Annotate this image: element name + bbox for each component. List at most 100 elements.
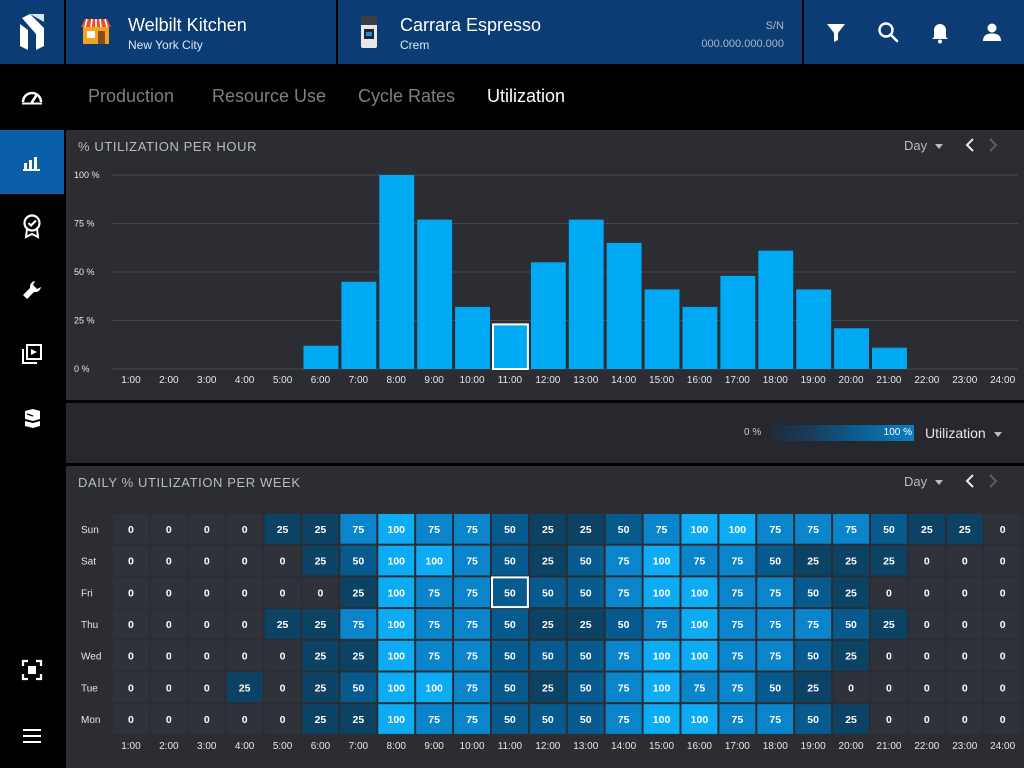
bar-1800[interactable] <box>758 250 794 369</box>
heat-cell[interactable] <box>454 672 490 703</box>
bar-1500[interactable] <box>644 289 680 369</box>
heat-cell[interactable] <box>908 609 945 639</box>
bar-1700[interactable] <box>720 275 756 369</box>
app-logo-button[interactable] <box>0 0 64 64</box>
heat-cell[interactable] <box>984 640 1021 671</box>
heat-cell[interactable] <box>454 640 490 671</box>
heat-cell[interactable] <box>757 609 794 639</box>
heat-cell[interactable] <box>188 545 225 576</box>
heat-cell[interactable] <box>454 577 490 608</box>
heat-cell[interactable] <box>946 672 983 703</box>
heat-cell[interactable] <box>681 545 718 576</box>
bar-700[interactable] <box>341 281 377 369</box>
heat-cell[interactable] <box>340 609 377 639</box>
heat-cell[interactable] <box>984 704 1021 734</box>
heat-cell[interactable] <box>643 577 680 608</box>
heat-cell[interactable] <box>150 577 187 608</box>
heat-cell[interactable] <box>416 704 453 734</box>
heat-cell[interactable] <box>302 545 339 576</box>
heat-cell[interactable] <box>605 545 642 576</box>
next-arrow-icon[interactable] <box>986 137 1000 153</box>
heat-cell[interactable] <box>113 514 149 544</box>
sidebar-item-menu[interactable] <box>0 704 64 768</box>
heat-cell[interactable] <box>529 514 566 544</box>
heat-cell[interactable] <box>643 704 680 734</box>
previous-arrow-icon[interactable] <box>963 473 977 489</box>
heat-cell[interactable] <box>643 609 680 639</box>
heat-cell[interactable] <box>795 609 832 639</box>
heat-cell[interactable] <box>795 545 832 576</box>
heat-cell[interactable] <box>605 577 642 608</box>
heat-cell[interactable] <box>833 514 869 544</box>
heat-cell[interactable] <box>188 672 225 703</box>
heat-cell[interactable] <box>302 577 339 608</box>
heat-cell[interactable] <box>908 704 945 734</box>
heat-cell[interactable] <box>605 640 642 671</box>
heat-cell[interactable] <box>871 672 907 703</box>
heat-cell[interactable] <box>416 640 453 671</box>
heat-cell[interactable] <box>188 577 225 608</box>
heat-cell[interactable] <box>378 640 415 671</box>
heat-cell[interactable] <box>757 545 794 576</box>
heat-cell[interactable] <box>757 704 794 734</box>
heat-cell[interactable] <box>378 609 415 639</box>
bar-1100[interactable] <box>492 323 529 371</box>
heat-cell[interactable] <box>605 514 642 544</box>
heat-cell[interactable] <box>113 640 149 671</box>
heat-cell[interactable] <box>492 514 528 544</box>
bar-900[interactable] <box>417 219 453 369</box>
heat-cell[interactable] <box>946 514 983 544</box>
heat-cell[interactable] <box>719 704 756 734</box>
heat-cell[interactable] <box>226 640 263 671</box>
tab-cycle-rates[interactable]: Cycle Rates <box>358 86 456 106</box>
heat-cell[interactable] <box>226 577 263 608</box>
heat-cell[interactable] <box>150 672 187 703</box>
heat-cell[interactable] <box>188 514 225 544</box>
heat-cell[interactable] <box>113 577 149 608</box>
heat-cell[interactable] <box>340 640 377 671</box>
sidebar-item-scan[interactable] <box>0 638 64 702</box>
heat-cell[interactable] <box>643 514 680 544</box>
heat-cell[interactable] <box>871 545 907 576</box>
user-icon[interactable] <box>978 18 1006 46</box>
heat-cell[interactable] <box>757 672 794 703</box>
heat-cell[interactable] <box>302 672 339 703</box>
heat-cell[interactable] <box>946 577 983 608</box>
heat-cell[interactable] <box>150 704 187 734</box>
heat-cell[interactable] <box>946 704 983 734</box>
heat-cell[interactable] <box>264 514 301 544</box>
heat-cell[interactable] <box>681 514 718 544</box>
heat-cell[interactable] <box>340 577 377 608</box>
tab-utilization[interactable]: Utilization <box>487 86 566 106</box>
heat-cell[interactable] <box>871 640 907 671</box>
heat-cell[interactable] <box>908 672 945 703</box>
device-selector[interactable]: Carrara Espresso Crem S/N 000.000.000.00… <box>338 0 802 64</box>
heat-cell[interactable] <box>908 577 945 608</box>
heat-cell[interactable] <box>681 704 718 734</box>
heat-cell[interactable] <box>567 545 604 576</box>
hourly-period-dropdown[interactable]: Day <box>904 138 944 153</box>
heat-cell[interactable] <box>416 577 453 608</box>
heat-cell[interactable] <box>871 704 907 734</box>
heat-cell[interactable] <box>833 672 869 703</box>
bar-1600[interactable] <box>682 306 718 369</box>
heat-cell[interactable] <box>416 672 453 703</box>
heat-cell[interactable] <box>719 577 756 608</box>
heat-cell[interactable] <box>681 640 718 671</box>
heat-cell[interactable] <box>946 609 983 639</box>
heat-cell[interactable] <box>340 514 377 544</box>
heat-cell[interactable] <box>681 672 718 703</box>
heat-cell[interactable] <box>984 672 1021 703</box>
heat-cell[interactable] <box>643 672 680 703</box>
heat-cell[interactable] <box>226 672 263 703</box>
heat-cell[interactable] <box>492 704 528 734</box>
heat-cell[interactable] <box>719 672 756 703</box>
heat-cell[interactable] <box>871 609 907 639</box>
previous-arrow-icon[interactable] <box>963 137 977 153</box>
heat-cell[interactable] <box>226 704 263 734</box>
heat-cell[interactable] <box>529 545 566 576</box>
tab-production[interactable]: Production <box>88 86 175 106</box>
heat-cell[interactable] <box>188 609 225 639</box>
heat-cell[interactable] <box>264 609 301 639</box>
heat-cell[interactable] <box>113 545 149 576</box>
